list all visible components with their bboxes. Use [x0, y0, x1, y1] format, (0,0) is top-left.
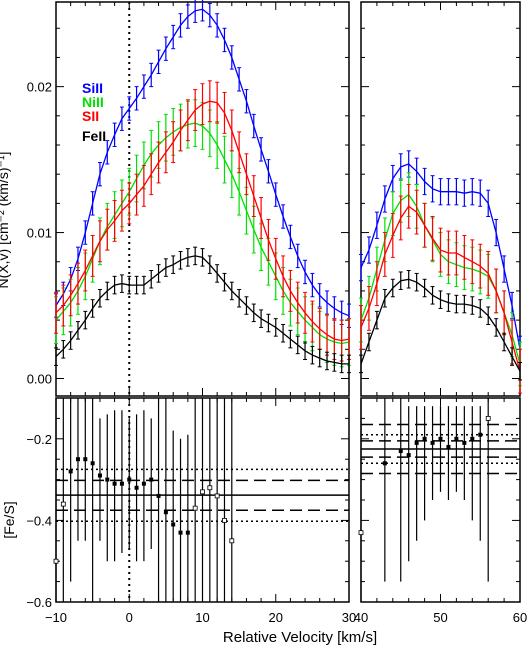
data-point	[156, 493, 161, 498]
data-point	[149, 477, 154, 482]
data-point	[462, 440, 467, 445]
legend-entry-sii: SII	[82, 108, 99, 124]
data-point-open	[207, 485, 213, 491]
y-tick-label: 0.01	[27, 226, 52, 241]
data-point-open	[229, 538, 235, 544]
data-point	[178, 530, 183, 535]
data-point	[454, 436, 459, 441]
data-point	[105, 477, 110, 482]
y-tick-label: −0.4	[26, 513, 52, 528]
data-point	[119, 481, 124, 486]
y-tick-label: −0.6	[26, 595, 52, 610]
data-point-open	[60, 501, 66, 507]
data-point	[438, 436, 443, 441]
data-point	[406, 453, 411, 458]
data-point	[68, 469, 73, 474]
legend-entry-feii: FeII	[82, 128, 106, 144]
bottom-y-axis-label: [Fe/S]	[1, 501, 17, 538]
data-point	[112, 481, 117, 486]
data-point-open	[192, 505, 198, 511]
data-point	[446, 444, 451, 449]
data-point	[398, 449, 403, 454]
y-tick-label: −0.2	[26, 432, 52, 447]
x-tick-label: 60	[513, 610, 527, 625]
data-point	[422, 436, 427, 441]
panel-top-right	[359, 1, 522, 397]
data-point-open	[214, 493, 220, 499]
data-point	[75, 457, 80, 462]
data-point	[97, 473, 102, 478]
data-point-open	[358, 530, 364, 536]
data-point-open	[200, 489, 205, 495]
data-point	[382, 461, 387, 466]
legend-entry-siii: SiII	[82, 80, 103, 96]
data-point	[171, 522, 176, 527]
data-point-open	[53, 558, 59, 564]
data-point	[83, 457, 88, 462]
x-tick-label: 50	[433, 610, 447, 625]
data-point	[478, 432, 483, 437]
data-point	[163, 510, 168, 515]
x-axis-label: Relative Velocity [km/s]	[223, 629, 377, 646]
x-tick-label: 40	[354, 610, 368, 625]
x-tick-label: −10	[45, 610, 67, 625]
data-point-open	[222, 518, 227, 523]
panel-bottom-left: −0.2 −0.4 −0.6−10 0 10 20 30	[26, 397, 356, 625]
data-point	[141, 481, 146, 486]
data-point	[185, 530, 190, 535]
data-point	[134, 485, 139, 490]
data-point-open	[485, 415, 491, 421]
x-tick-label: 20	[269, 610, 283, 625]
data-point	[414, 440, 419, 445]
data-point	[90, 461, 95, 466]
data-point	[430, 440, 435, 445]
x-tick-label: 0	[126, 610, 133, 625]
x-tick-label: 10	[195, 610, 209, 625]
data-point	[470, 436, 475, 441]
top-y-axis-label: N(X,v) [cm⁻² (km/s)⁻¹]	[0, 152, 11, 289]
legend-entry-niii: NiII	[82, 94, 104, 110]
panel-bottom-right: 40 50 60	[354, 397, 527, 625]
y-tick-label: 0.02	[27, 80, 52, 95]
x-tick-label: 30	[342, 610, 356, 625]
y-tick-label: 0.00	[27, 371, 52, 386]
data-point	[127, 477, 132, 482]
